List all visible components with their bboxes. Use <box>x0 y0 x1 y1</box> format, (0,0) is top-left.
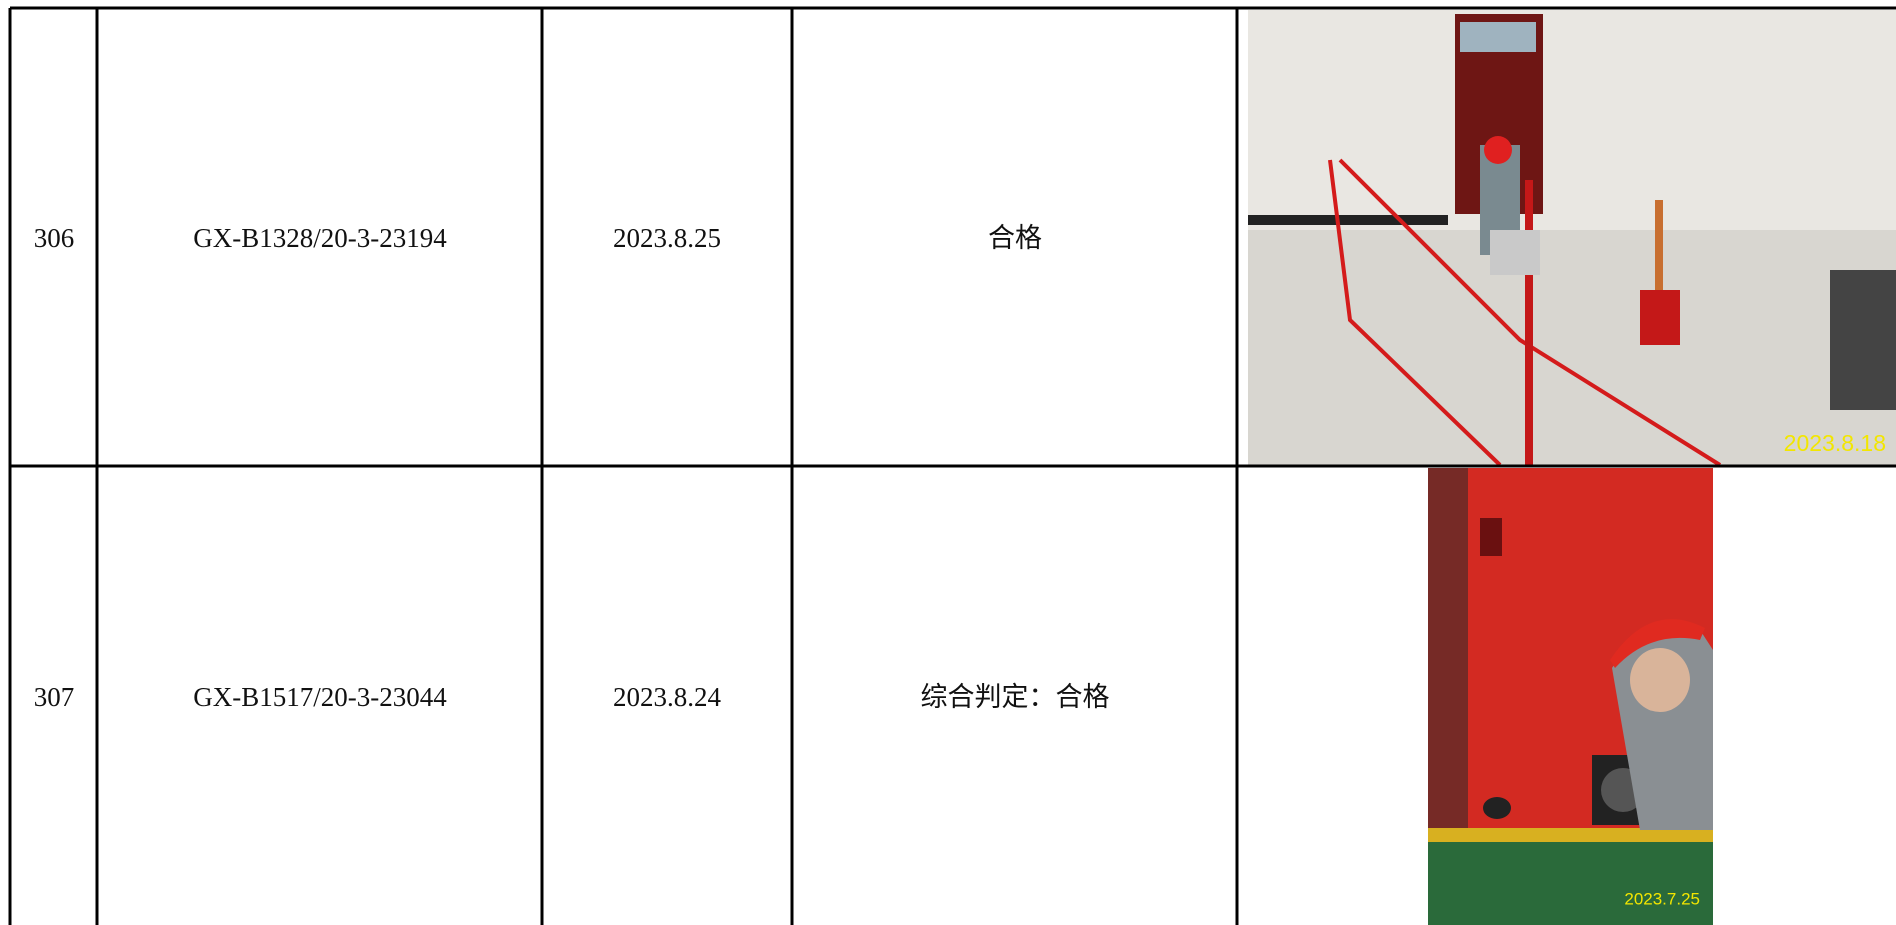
table-borders <box>8 6 1896 925</box>
photo: 2023.7.25 <box>1428 468 1713 925</box>
cell-code: GX-B1328/20-3-23194 <box>193 223 447 253</box>
photo: 2023.8.18 <box>1248 10 1896 467</box>
cell-number: 306 <box>34 223 75 253</box>
cell-code: GX-B1517/20-3-23044 <box>193 682 447 712</box>
cell-number: 307 <box>34 682 75 712</box>
cell-date: 2023.8.25 <box>613 223 721 253</box>
photo-date-stamp: 2023.8.18 <box>1784 430 1886 456</box>
cell-date: 2023.8.24 <box>613 682 722 712</box>
cell-result: 综合判定：合格 <box>921 682 1110 712</box>
cell-result: 合格 <box>988 223 1042 253</box>
photo-date-stamp: 2023.7.25 <box>1624 889 1700 908</box>
